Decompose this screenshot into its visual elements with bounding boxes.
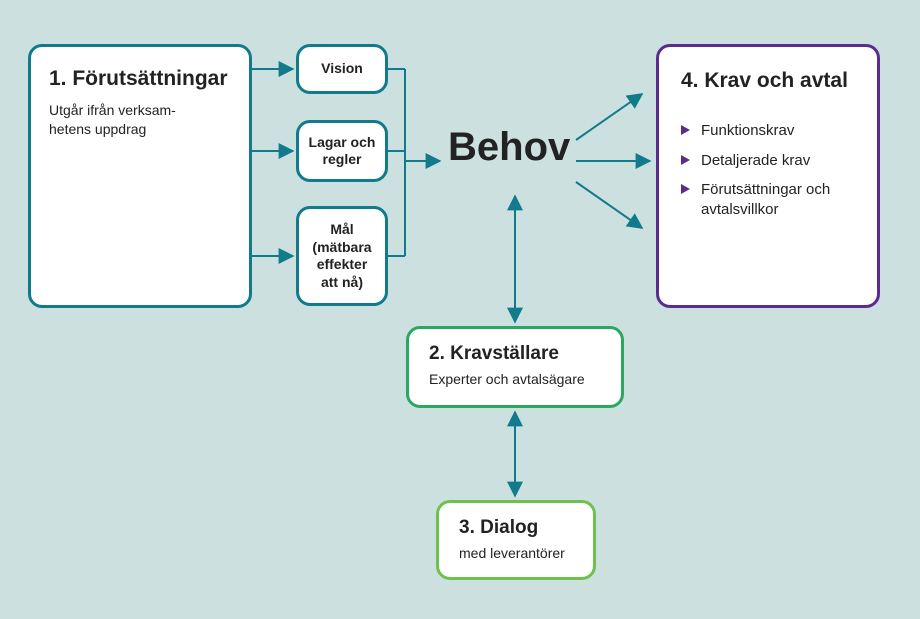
smallbox-vision: Vision — [296, 44, 388, 94]
diagram-canvas: 1. Förutsättningar Utgår ifrån verksam-h… — [0, 0, 920, 619]
box4-title: 4. Krav och avtal — [681, 69, 855, 93]
smallbox-label: Vision — [321, 60, 363, 78]
box2-title: 2. Kravställare — [429, 343, 601, 365]
bullet-item: Detaljerade krav — [681, 151, 855, 171]
box1-subtitle: Utgår ifrån verksam-hetens uppdrag — [49, 101, 231, 139]
smallbox-label: Lagar ochregler — [309, 134, 376, 169]
bullet-item: Funktionskrav — [681, 121, 855, 141]
box2-subtitle: Experter och avtalsägare — [429, 371, 601, 387]
box4-bullets: Funktionskrav Detaljerade krav Förutsätt… — [681, 121, 855, 219]
box-krav-och-avtal: 4. Krav och avtal Funktionskrav Detaljer… — [656, 44, 880, 308]
smallbox-mal: Mål(mätbaraeffekteratt nå) — [296, 206, 388, 306]
box-forutsattningar: 1. Förutsättningar Utgår ifrån verksam-h… — [28, 44, 252, 308]
center-label-behov: Behov — [448, 125, 570, 170]
box3-subtitle: med leverantörer — [459, 545, 573, 561]
smallbox-label: Mål(mätbaraeffekteratt nå) — [312, 221, 371, 291]
box1-title: 1. Förutsättningar — [49, 67, 231, 91]
box-kravstallare: 2. Kravställare Experter och avtalsägare — [406, 326, 624, 408]
smallbox-lagar: Lagar ochregler — [296, 120, 388, 182]
bullet-item: Förutsättningar och avtalsvillkor — [681, 180, 855, 219]
box3-title: 3. Dialog — [459, 517, 573, 539]
box-dialog: 3. Dialog med leverantörer — [436, 500, 596, 580]
